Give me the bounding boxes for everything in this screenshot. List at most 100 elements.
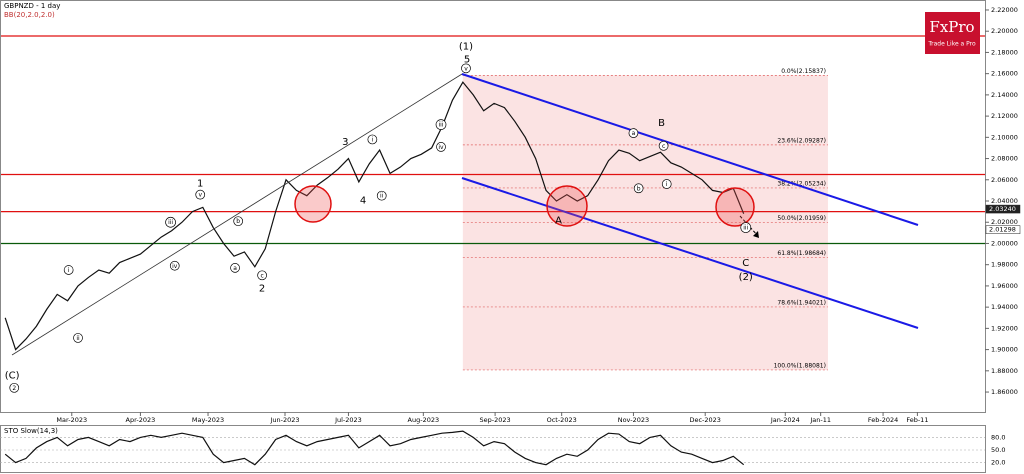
annotation-circle (165, 216, 176, 228)
price-line (4, 81, 745, 351)
y-tick-label: 2.02000 (991, 218, 1018, 226)
annotation: v (198, 192, 202, 199)
annotation: A (555, 216, 562, 227)
annotation-circle (233, 216, 244, 227)
y-tick-label: 2.08000 (991, 155, 1018, 163)
annotation-circle (257, 270, 267, 281)
annotation: ii (76, 335, 80, 342)
trend-line (11, 73, 463, 356)
y-tick-label: 2.00000 (991, 239, 1018, 247)
x-tick-label: Jul-2023 (334, 416, 362, 424)
annotation: iv (438, 144, 444, 151)
y-tick-label: 2.14000 (991, 91, 1018, 99)
x-tick-label: Feb-11 (906, 416, 928, 424)
fib-label: 50.0%(2.01959) (777, 215, 826, 222)
annotation-circle (63, 265, 74, 275)
x-tick-label: Mar-2023 (56, 416, 87, 424)
highlight-circle (715, 187, 755, 227)
annotation: 3 (342, 137, 348, 148)
annotation: c (662, 143, 665, 150)
annotation: b (637, 185, 641, 192)
y-tick-label: 2.12000 (991, 112, 1018, 120)
annotation: 2 (12, 385, 16, 392)
y-tick-label: 2.10000 (991, 133, 1018, 141)
y-tick-label: 1.86000 (991, 388, 1018, 396)
subtitle: BB(20,2.0,2.0) (4, 11, 55, 19)
highlight-circle (294, 185, 332, 223)
logo: FxPro (929, 18, 974, 36)
x-tick-label: Sep-2023 (480, 416, 511, 424)
y-tick-label: 1.94000 (991, 303, 1018, 311)
annotation-circle (435, 119, 447, 130)
annotation: i (666, 181, 668, 188)
annotation: 2 (259, 284, 265, 295)
annotation-circle (740, 222, 752, 233)
annotation: 1 (197, 178, 203, 189)
annotation: C (742, 258, 749, 269)
annotation: (2) (739, 272, 753, 283)
annotation: 5 (464, 54, 470, 65)
annotation: i (372, 136, 374, 143)
channel-lower (461, 177, 919, 329)
x-tick-label: Jan-2024 (770, 416, 800, 424)
annotation: B (658, 118, 665, 129)
arrow-head (753, 231, 759, 238)
x-tick-label: Jun-2023 (269, 416, 299, 424)
price-marker-label: 2.01298 (989, 226, 1016, 234)
channel-upper (461, 73, 919, 226)
annotation: iii (743, 225, 748, 232)
chart-title: GBPNZD - 1 day (4, 2, 60, 10)
fib-zone (462, 75, 828, 370)
y-tick-label: 1.90000 (991, 346, 1018, 354)
fib-label: 0.0%(2.15837) (781, 68, 826, 75)
x-tick-label: Oct-2023 (547, 416, 577, 424)
annotation: iv (172, 263, 178, 270)
fib-label: 23.6%(2.09287) (777, 137, 826, 144)
annotation-circle (195, 189, 206, 200)
arrow (739, 215, 759, 237)
y-tick-label: 2.16000 (991, 70, 1018, 78)
annotation-circle (436, 142, 446, 152)
y-tick-label: 2.20000 (991, 27, 1018, 35)
annotation-circle (9, 382, 20, 393)
annotation: iii (168, 219, 173, 226)
annotation-circle (376, 190, 387, 201)
osc-tick-label: 80.0 (991, 433, 1005, 441)
x-tick-label: Jan-11 (809, 416, 831, 424)
annotation: i (68, 267, 70, 274)
annotation: c (260, 272, 263, 279)
x-tick-label: Dec-2023 (689, 416, 720, 424)
osc-tick-label: 20.0 (991, 459, 1005, 467)
annotation: a (233, 265, 237, 272)
fib-label: 61.8%(1.98684) (777, 250, 826, 257)
price-marker (985, 225, 1021, 234)
annotation-circle (230, 263, 240, 273)
y-tick-label: 2.18000 (991, 48, 1018, 56)
x-tick-label: May-2023 (192, 416, 224, 424)
annotation-circle (169, 260, 180, 271)
price-marker-label: 2.03240 (989, 205, 1016, 213)
annotation: b (236, 218, 240, 225)
x-tick-label: Feb-2024 (868, 416, 898, 424)
annotation-circle (658, 140, 669, 151)
logo-box (925, 12, 980, 54)
fib-label: 78.6%(1.94021) (777, 299, 826, 306)
annotation-circle (73, 333, 83, 343)
x-tick-label: Aug-2023 (408, 416, 440, 424)
x-tick-label: Nov-2023 (618, 416, 649, 424)
highlight-circle (546, 185, 588, 227)
y-tick-label: 2.22000 (991, 6, 1018, 14)
fib-label: 38.2%(2.05234) (777, 180, 826, 187)
tagline: Trade Like a Pro (927, 41, 976, 48)
annotation-circle (633, 183, 644, 194)
annotation-circle (661, 179, 672, 189)
y-tick-label: 1.92000 (991, 324, 1018, 332)
annotation-circle (367, 134, 378, 145)
annotation: (C) (5, 371, 20, 382)
osc-frame (0, 425, 986, 473)
osc-title: STO Slow(14,3) (4, 427, 58, 435)
y-tick-label: 2.04000 (991, 197, 1018, 205)
annotation: 4 (360, 195, 366, 206)
annotation: a (632, 130, 636, 137)
